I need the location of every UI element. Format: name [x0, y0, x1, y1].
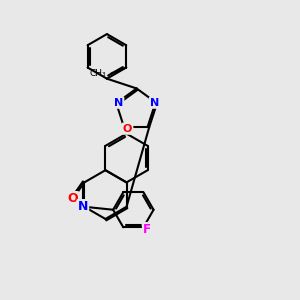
Text: N: N: [78, 200, 88, 213]
Text: O: O: [123, 124, 132, 134]
Text: F: F: [143, 223, 151, 236]
Text: N: N: [150, 98, 159, 108]
Text: CH₃: CH₃: [89, 69, 106, 78]
Text: N: N: [114, 98, 123, 108]
Text: O: O: [67, 192, 78, 205]
